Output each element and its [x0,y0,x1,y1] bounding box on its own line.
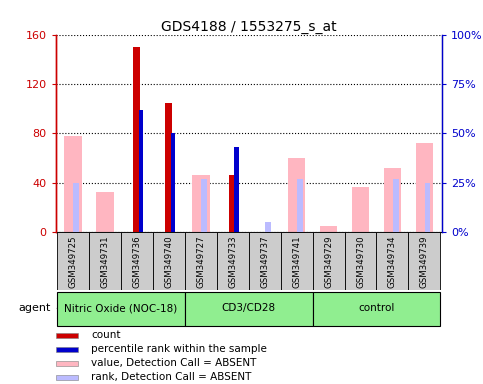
Bar [201,179,207,232]
Bar [384,168,401,232]
Bar [133,47,141,232]
Title: GDS4188 / 1553275_s_at: GDS4188 / 1553275_s_at [161,20,337,33]
Polygon shape [51,300,56,318]
Bar [185,232,217,290]
Bar [56,347,78,352]
Bar [217,232,249,290]
Bar [393,179,398,232]
Bar [192,175,210,232]
Text: GSM349729: GSM349729 [324,236,333,288]
Text: GSM349737: GSM349737 [260,236,269,288]
Bar [344,232,376,290]
Text: GSM349733: GSM349733 [228,236,237,288]
Bar [165,103,172,232]
Bar [249,232,281,290]
Bar [139,110,143,232]
Bar [121,232,153,290]
Text: GSM349725: GSM349725 [69,236,78,288]
Bar [170,134,175,232]
Bar [234,147,239,232]
Text: GSM349740: GSM349740 [164,236,173,288]
Bar [96,192,114,232]
Bar [352,187,369,232]
Bar [185,292,313,326]
Bar [89,232,121,290]
Bar [265,222,271,232]
Bar [376,232,409,290]
Text: count: count [91,330,121,340]
Bar [409,232,440,290]
Bar [297,179,303,232]
Bar [320,226,337,232]
Bar [425,183,430,232]
Bar [288,158,305,232]
Text: value, Detection Call = ABSENT: value, Detection Call = ABSENT [91,358,256,368]
Text: GSM349731: GSM349731 [100,236,110,288]
Text: CD3/CD28: CD3/CD28 [222,303,276,313]
Text: Nitric Oxide (NOC-18): Nitric Oxide (NOC-18) [64,303,178,313]
Text: agent: agent [18,303,51,313]
Bar [415,143,433,232]
Bar [57,292,185,326]
Bar [229,175,236,232]
Bar [281,232,313,290]
Bar [57,232,89,290]
Text: GSM349730: GSM349730 [356,236,365,288]
Text: GSM349727: GSM349727 [197,236,205,288]
Bar [313,292,440,326]
Bar [73,183,79,232]
Bar [56,361,78,366]
Text: GSM349736: GSM349736 [132,236,142,288]
Bar [56,333,78,338]
Text: percentile rank within the sample: percentile rank within the sample [91,344,267,354]
Text: control: control [358,303,395,313]
Bar [153,232,185,290]
Bar [64,136,82,232]
Text: rank, Detection Call = ABSENT: rank, Detection Call = ABSENT [91,372,252,382]
Text: GSM349734: GSM349734 [388,236,397,288]
Bar [56,374,78,379]
Text: GSM349739: GSM349739 [420,236,429,288]
Bar [313,232,344,290]
Text: GSM349741: GSM349741 [292,236,301,288]
